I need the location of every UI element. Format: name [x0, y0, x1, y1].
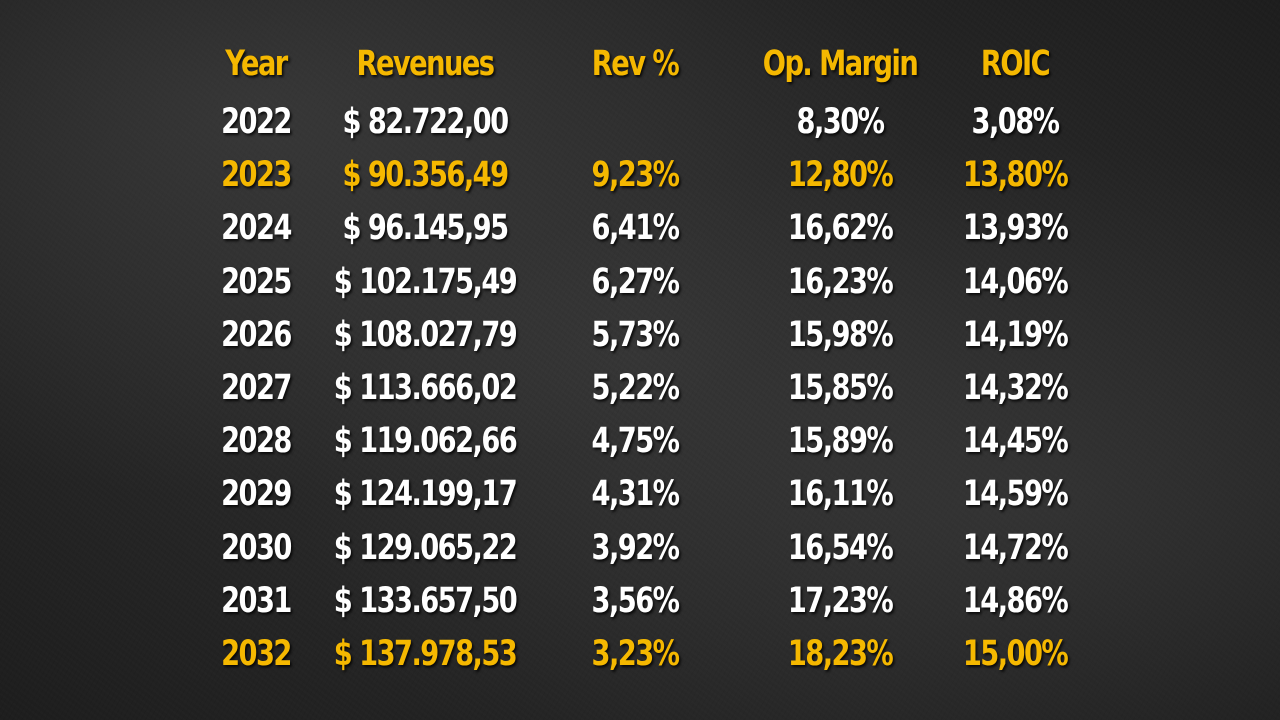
- header-rev-pct: Rev %: [591, 44, 680, 84]
- cell-roic: 14,32%: [962, 368, 1069, 408]
- cell-roic: 14,72%: [962, 527, 1069, 568]
- cell-rev-pct: 4,75%: [591, 421, 680, 462]
- cell-year: 2024: [221, 208, 292, 249]
- cell-rev-pct: 4,31%: [591, 474, 680, 515]
- cell-year: 2025: [221, 261, 292, 302]
- cell-rev-pct: 9,23%: [591, 155, 680, 196]
- table-row: 2023 $ 90.356,49 9,23% 12,80% 13,80%: [0, 149, 1280, 201]
- table-row: 2026 $ 108.027,79 5,73% 15,98% 14,19%: [0, 309, 1280, 361]
- cell-year: 2032: [221, 634, 292, 674]
- cell-revenues: $ 129.065,22: [333, 527, 518, 568]
- cell-revenues: $ 82.722,00: [342, 102, 509, 142]
- cell-rev-pct: 5,22%: [591, 368, 680, 408]
- table-row: 2029 $ 124.199,17 4,31% 16,11% 14,59%: [0, 468, 1280, 520]
- cell-op-margin: 16,23%: [787, 261, 894, 302]
- cell-year: 2029: [221, 474, 292, 515]
- cell-roic: 14,06%: [962, 261, 1069, 302]
- cell-revenues: $ 102.175,49: [333, 261, 518, 302]
- cell-rev-pct: 6,27%: [591, 261, 680, 302]
- cell-roic: 15,00%: [962, 634, 1069, 674]
- table-row: 2024 $ 96.145,95 6,41% 16,62% 13,93%: [0, 202, 1280, 254]
- cell-roic: 14,45%: [962, 421, 1069, 462]
- cell-rev-pct: [561, 96, 709, 148]
- cell-rev-pct: 3,56%: [591, 580, 680, 621]
- header-op-margin: Op. Margin: [762, 44, 919, 84]
- table-row: 2030 $ 129.065,22 3,92% 16,54% 14,72%: [0, 522, 1280, 574]
- header-year: Year: [225, 44, 288, 84]
- cell-year: 2027: [221, 368, 292, 408]
- cell-op-margin: 16,11%: [787, 474, 894, 515]
- cell-rev-pct: 3,92%: [591, 527, 680, 568]
- table-header-row: Year Revenues Rev % Op. Margin ROIC: [0, 38, 1280, 90]
- cell-op-margin: 17,23%: [787, 580, 894, 621]
- cell-op-margin: 16,54%: [787, 527, 894, 568]
- cell-rev-pct: 6,41%: [591, 208, 680, 249]
- cell-op-margin: 18,23%: [787, 634, 894, 674]
- cell-revenues: $ 113.666,02: [333, 368, 518, 408]
- cell-op-margin: 8,30%: [796, 102, 885, 142]
- cell-op-margin: 16,62%: [787, 208, 894, 249]
- cell-revenues: $ 119.062,66: [333, 421, 518, 462]
- cell-roic: 14,86%: [962, 580, 1069, 621]
- header-roic: ROIC: [980, 44, 1051, 84]
- cell-op-margin: 12,80%: [787, 155, 894, 196]
- cell-roic: 3,08%: [971, 102, 1060, 142]
- table-row: 2025 $ 102.175,49 6,27% 16,23% 14,06%: [0, 256, 1280, 308]
- cell-roic: 14,19%: [962, 314, 1069, 355]
- cell-year: 2031: [221, 580, 292, 621]
- cell-year: 2023: [221, 155, 292, 196]
- cell-rev-pct: 3,23%: [591, 634, 680, 674]
- cell-revenues: $ 90.356,49: [342, 155, 509, 196]
- table-row: 2031 $ 133.657,50 3,56% 17,23% 14,86%: [0, 575, 1280, 627]
- table-row: 2027 $ 113.666,02 5,22% 15,85% 14,32%: [0, 362, 1280, 414]
- table-row: 2022 $ 82.722,00 8,30% 3,08%: [0, 96, 1280, 148]
- cell-year: 2022: [221, 102, 292, 142]
- cell-year: 2028: [221, 421, 292, 462]
- table-row: 2032 $ 137.978,53 3,23% 18,23% 15,00%: [0, 628, 1280, 680]
- cell-roic: 13,93%: [962, 208, 1069, 249]
- cell-year: 2026: [221, 314, 292, 355]
- cell-revenues: $ 124.199,17: [333, 474, 518, 515]
- cell-revenues: $ 96.145,95: [342, 208, 509, 249]
- cell-revenues: $ 137.978,53: [333, 634, 518, 674]
- cell-year: 2030: [221, 527, 292, 568]
- header-revenues: Revenues: [356, 44, 495, 84]
- cell-op-margin: 15,89%: [787, 421, 894, 462]
- table-row: 2028 $ 119.062,66 4,75% 15,89% 14,45%: [0, 415, 1280, 467]
- cell-roic: 13,80%: [962, 155, 1069, 196]
- cell-op-margin: 15,98%: [787, 314, 894, 355]
- cell-roic: 14,59%: [962, 474, 1069, 515]
- cell-op-margin: 15,85%: [787, 368, 894, 408]
- cell-revenues: $ 108.027,79: [333, 314, 518, 355]
- cell-revenues: $ 133.657,50: [333, 580, 518, 621]
- cell-rev-pct: 5,73%: [591, 314, 680, 355]
